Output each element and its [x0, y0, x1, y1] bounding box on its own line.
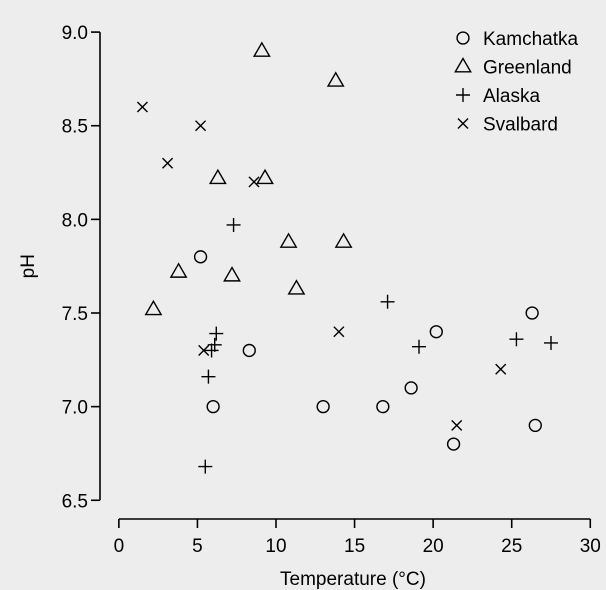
y-tick-label: 7.5	[62, 304, 88, 325]
data-point-svalbard	[495, 363, 507, 375]
y-tick-label: 8.0	[62, 210, 88, 231]
data-point-alaska	[204, 343, 219, 358]
data-point-alaska	[209, 326, 224, 341]
data-point-kamchatka	[446, 437, 461, 451]
x-axis-ticks: 0 5 10 15 20 25 30	[114, 519, 601, 557]
data-point-greenland	[256, 168, 274, 185]
legend-label-svalbard: Svalbard	[483, 115, 558, 136]
data-point-greenland	[252, 41, 271, 57]
legend-marker-greenland	[454, 57, 472, 73]
data-point-alaska	[201, 369, 216, 384]
data-point-svalbard	[195, 120, 207, 132]
x-tick-label: 20	[423, 536, 444, 557]
data-point-kamchatka	[242, 343, 256, 358]
data-point-kamchatka	[206, 399, 220, 414]
x-tick-label: 10	[265, 536, 286, 557]
data-point-greenland	[287, 279, 306, 295]
data-point-kamchatka	[376, 399, 390, 414]
data-point-svalbard	[162, 157, 174, 169]
data-point-kamchatka	[528, 418, 542, 433]
data-point-alaska	[380, 294, 395, 309]
legend-label-greenland: Greenland	[483, 58, 572, 79]
y-tick-label: 6.5	[62, 491, 88, 512]
legend-label-alaska: Alaska	[483, 86, 540, 107]
data-point-kamchatka	[525, 306, 539, 320]
data-point-greenland	[326, 71, 345, 87]
x-tick-label: 0	[114, 536, 125, 557]
y-tick-label: 8.5	[62, 117, 88, 138]
y-tick-label: 7.0	[62, 398, 88, 419]
data-point-alaska	[207, 337, 222, 352]
legend-marker-alaska	[456, 88, 470, 102]
legend-marker-svalbard	[457, 117, 469, 130]
y-tick-label: 9.0	[62, 23, 88, 44]
y-axis-title: pH	[18, 254, 39, 278]
legend: Kamchatka Greenland Alaska Svalbard	[454, 29, 578, 136]
plot-area: 6.5 7.0 7.5 8.0 8.5 9.0 0 5 10 15 20 25 30	[62, 23, 601, 557]
x-tick-label: 25	[501, 536, 522, 557]
x-tick-label: 15	[344, 536, 365, 557]
data-point-alaska	[226, 217, 241, 232]
data-point-greenland	[144, 299, 163, 316]
data-point-alaska	[412, 339, 426, 354]
data-point-alaska	[544, 335, 558, 350]
data-point-svalbard	[248, 176, 260, 188]
data-point-greenland	[279, 232, 298, 248]
data-point-alaska	[509, 332, 524, 347]
data-points	[136, 41, 558, 474]
data-point-greenland	[169, 262, 188, 278]
data-point-svalbard	[451, 419, 463, 431]
x-tick-label: 5	[192, 536, 203, 557]
y-axis-ticks: 6.5 7.0 7.5 8.0 8.5 9.0	[62, 23, 100, 512]
data-point-kamchatka	[429, 325, 443, 339]
data-point-kamchatka	[316, 399, 330, 414]
data-point-greenland	[208, 168, 227, 185]
data-point-kamchatka	[404, 381, 418, 395]
legend-label-kamchatka: Kamchatka	[483, 29, 578, 50]
data-point-svalbard	[198, 344, 210, 356]
x-axis-title: Temperature (°C)	[280, 569, 426, 590]
data-point-svalbard	[333, 326, 345, 338]
x-tick-label: 30	[580, 536, 601, 557]
data-point-greenland	[334, 232, 353, 248]
data-point-alaska	[198, 459, 213, 474]
data-point-kamchatka	[193, 250, 208, 264]
data-point-greenland	[223, 266, 241, 282]
legend-marker-kamchatka	[456, 31, 470, 45]
data-point-svalbard	[136, 101, 148, 113]
